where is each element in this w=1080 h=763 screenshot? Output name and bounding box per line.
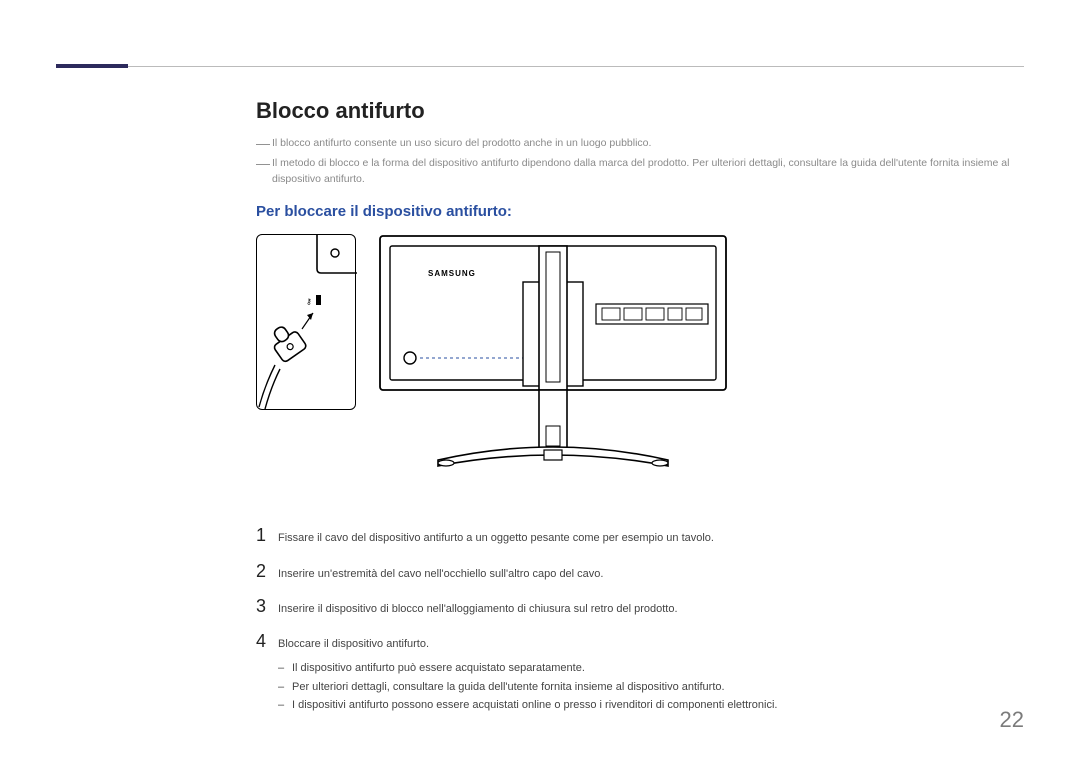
sub-note-1: ‒ Il dispositivo antifurto può essere ac… xyxy=(278,659,1024,678)
dash-icon: ‒ xyxy=(278,678,292,697)
step-3: 3 Inserire il dispositivo di blocco nell… xyxy=(256,596,1024,617)
step-number: 1 xyxy=(256,525,278,546)
step-text: Inserire un'estremità del cavo nell'occh… xyxy=(278,567,603,582)
page-number: 22 xyxy=(1000,707,1024,733)
dash-icon: ‒ xyxy=(278,659,292,678)
header-accent xyxy=(56,64,128,68)
figure-row: ⚷ xyxy=(256,234,1024,499)
note-dash-icon: ― xyxy=(256,136,272,152)
lock-closeup-svg: ⚷ xyxy=(257,235,357,411)
step-number: 2 xyxy=(256,561,278,582)
step-number: 3 xyxy=(256,596,278,617)
dash-icon: ‒ xyxy=(278,696,292,715)
figure-lock-closeup: ⚷ xyxy=(256,234,356,410)
note-1: ― Il blocco antifurto consente un uso si… xyxy=(256,136,1024,152)
sub-note-text: Per ulteriori dettagli, consultare la gu… xyxy=(292,678,725,697)
figure-monitor-rear: SAMSUNG xyxy=(378,234,728,499)
header-divider xyxy=(56,66,1024,67)
note-2: ― Il metodo di blocco e la forma del dis… xyxy=(256,156,1024,188)
page-content: Blocco antifurto ― Il blocco antifurto c… xyxy=(256,98,1024,715)
step-number: 4 xyxy=(256,631,278,652)
brand-label: SAMSUNG xyxy=(428,269,476,278)
monitor-rear-svg: SAMSUNG xyxy=(378,234,728,494)
step-text: Inserire il dispositivo di blocco nell'a… xyxy=(278,602,678,617)
sub-note-text: Il dispositivo antifurto può essere acqu… xyxy=(292,659,585,678)
step-2: 2 Inserire un'estremità del cavo nell'oc… xyxy=(256,561,1024,582)
sub-note-2: ‒ Per ulteriori dettagli, consultare la … xyxy=(278,678,1024,697)
note-text: Il blocco antifurto consente un uso sicu… xyxy=(272,136,651,152)
sub-notes: ‒ Il dispositivo antifurto può essere ac… xyxy=(278,659,1024,715)
step-4: 4 Bloccare il dispositivo antifurto. xyxy=(256,631,1024,652)
step-text: Fissare il cavo del dispositivo antifurt… xyxy=(278,531,714,546)
sub-heading: Per bloccare il dispositivo antifurto: xyxy=(256,203,1024,220)
note-dash-icon: ― xyxy=(256,156,272,188)
sub-note-text: I dispositivi antifurto possono essere a… xyxy=(292,696,777,715)
steps-list: 1 Fissare il cavo del dispositivo antifu… xyxy=(256,525,1024,715)
section-title: Blocco antifurto xyxy=(256,98,1024,124)
svg-text:⚷: ⚷ xyxy=(306,297,312,306)
step-1: 1 Fissare il cavo del dispositivo antifu… xyxy=(256,525,1024,546)
step-text: Bloccare il dispositivo antifurto. xyxy=(278,637,429,652)
sub-note-3: ‒ I dispositivi antifurto possono essere… xyxy=(278,696,1024,715)
note-text: Il metodo di blocco e la forma del dispo… xyxy=(272,156,1024,188)
